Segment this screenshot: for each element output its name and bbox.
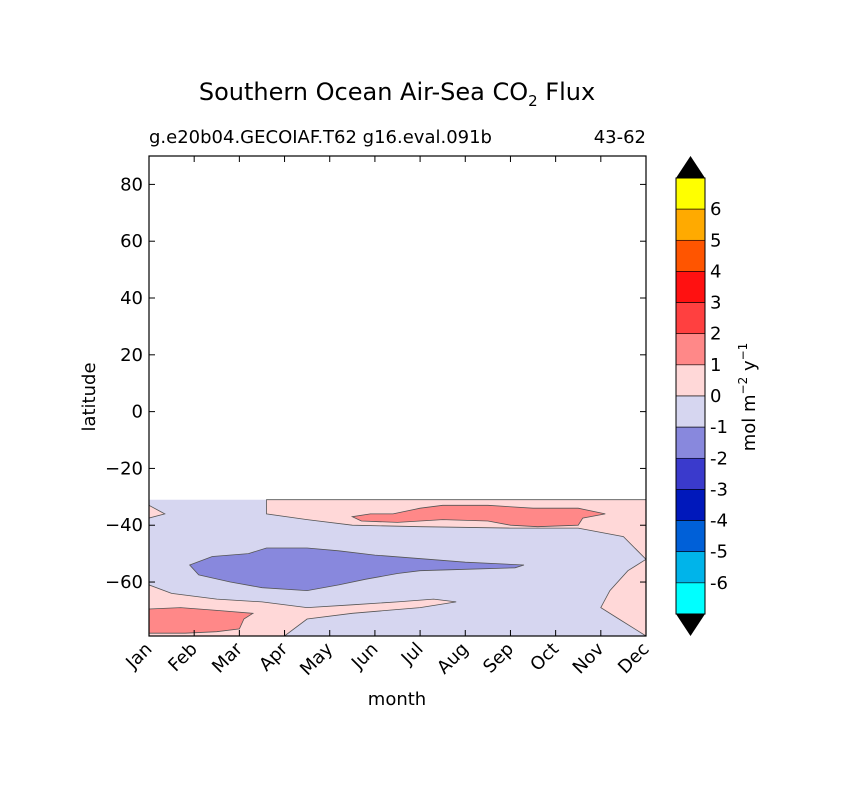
colorbar-swatch — [675, 551, 706, 584]
chart-title: Southern Ocean Air-Sea CO2 Flux — [199, 78, 595, 110]
y-tick-label: −20 — [105, 458, 143, 479]
x-tick-label: Jul — [397, 639, 428, 670]
colorbar-tick-label: 0 — [710, 386, 721, 407]
colorbar-swatch — [675, 395, 706, 428]
y-tick-label: 80 — [120, 174, 143, 195]
colorbar-tick-label: -2 — [710, 448, 728, 469]
colorbar-swatch — [675, 239, 706, 272]
colorbar-swatch — [675, 364, 706, 397]
y-tick-label: −60 — [105, 572, 143, 593]
x-tick-label: Jan — [121, 639, 156, 674]
colorbar-swatch — [675, 271, 706, 303]
contour-region-positive-southwest-core — [149, 607, 255, 634]
contour-fills — [149, 499, 646, 636]
x-tick-label: Oct — [526, 639, 563, 676]
x-tick-label: Apr — [255, 638, 292, 675]
x-tick-label: Feb — [164, 639, 201, 676]
contour-region-positive-core — [350, 504, 606, 528]
contour-region-negative-core — [189, 547, 525, 592]
colorbar-label-per: y — [739, 360, 760, 377]
colorbar-extend-bottom — [676, 614, 705, 636]
chart-title-suffix: Flux — [538, 78, 596, 106]
x-tick-label: Sep — [479, 639, 518, 678]
y-tick-label: 20 — [120, 345, 143, 366]
y-tick-label: 40 — [120, 288, 143, 309]
colorbar: 6 5 4 3 2 1 0 -1 -2 -3 -4 -5 -6 — [675, 156, 728, 636]
colorbar-swatch — [675, 333, 706, 366]
y-axis: 80 60 40 20 0 −20 −40 −60 — [105, 174, 646, 593]
x-tick-label: Dec — [614, 639, 653, 678]
colorbar-label-exp1: −2 — [736, 377, 750, 395]
subtitle-right: 43-62 — [594, 127, 646, 148]
colorbar-tick-label: 6 — [710, 199, 721, 220]
chart-title-subscript: 2 — [528, 92, 538, 110]
colorbar-swatch — [675, 520, 706, 553]
colorbar-tick-label: 3 — [710, 293, 721, 314]
contour-region-positive-west-sliver — [149, 504, 166, 519]
x-tick-label: Mar — [208, 638, 247, 677]
colorbar-tick-label: 4 — [710, 261, 721, 282]
colorbar-tick-label: -3 — [710, 479, 728, 500]
plot-frame — [148, 155, 647, 637]
y-tick-label: 60 — [120, 231, 143, 252]
colorbar-tick-label: 5 — [710, 230, 721, 251]
colorbar-label-exp2: −1 — [736, 343, 750, 361]
y-tick-label: −40 — [105, 515, 143, 536]
x-tick-label: Nov — [569, 638, 609, 678]
colorbar-tick-label: 2 — [710, 324, 721, 345]
colorbar-tick-label: -4 — [710, 511, 728, 532]
colorbar-tick-label: -5 — [710, 542, 728, 563]
x-tick-label: Aug — [433, 639, 473, 679]
colorbar-tick-label: -1 — [710, 417, 728, 438]
colorbar-swatch — [675, 582, 706, 615]
x-tick-label: Jun — [347, 639, 382, 674]
contour-region-positive-southeast — [600, 558, 646, 636]
chart-title-main: Southern Ocean Air-Sea CO — [199, 78, 528, 106]
colorbar-swatch — [675, 302, 706, 335]
colorbar-extend-top — [676, 156, 705, 178]
colorbar-tick-label: -6 — [710, 573, 728, 594]
x-axis-label: month — [368, 689, 426, 710]
colorbar-swatch — [675, 177, 706, 210]
colorbar-frame — [675, 177, 706, 615]
subtitle-left: g.e20b04.GECOIAF.T62 g16.eval.091b — [149, 127, 492, 148]
colorbar-tick-label: 1 — [710, 355, 721, 376]
y-axis-label: latitude — [79, 362, 100, 431]
colorbar-swatch — [675, 426, 706, 459]
colorbar-swatch — [675, 457, 706, 490]
colorbar-swatch — [675, 489, 706, 521]
x-tick-label: May — [296, 638, 337, 679]
colorbar-label-unit: mol m — [739, 394, 760, 451]
colorbar-label: mol m−2 y−1 — [736, 343, 760, 452]
colorbar-swatch — [675, 208, 706, 241]
plot-area — [148, 155, 647, 637]
y-tick-label: 0 — [132, 402, 143, 423]
